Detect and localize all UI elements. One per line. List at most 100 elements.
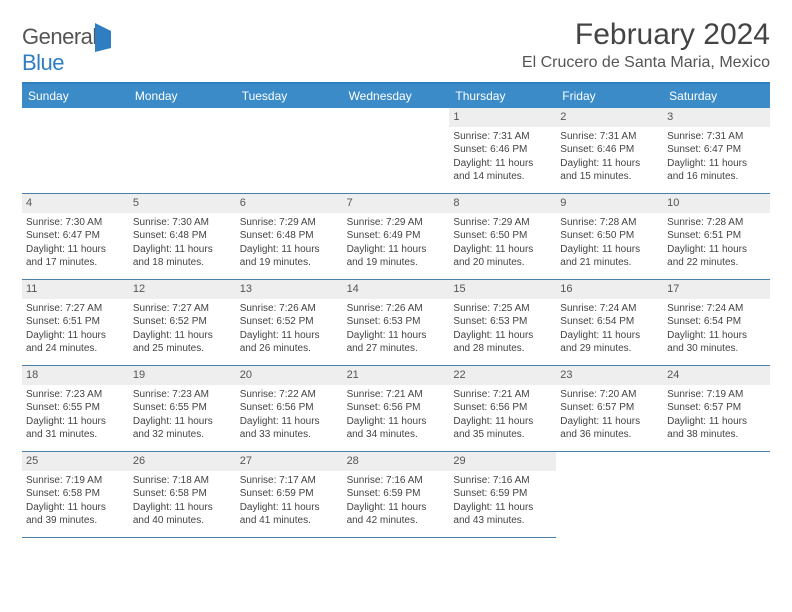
daylight-line-2: and 19 minutes. — [347, 256, 446, 270]
daylight-line-2: and 27 minutes. — [347, 342, 446, 356]
calendar-cell-blank — [343, 108, 450, 194]
sunset-line: Sunset: 6:47 PM — [26, 229, 125, 243]
daylight-line-1: Daylight: 11 hours — [26, 415, 125, 429]
day-number: 9 — [556, 194, 663, 213]
daylight-line-1: Daylight: 11 hours — [667, 243, 766, 257]
daylight-line-1: Daylight: 11 hours — [667, 415, 766, 429]
sunset-line: Sunset: 6:46 PM — [453, 143, 552, 157]
calendar-grid: 1Sunrise: 7:31 AMSunset: 6:46 PMDaylight… — [22, 108, 770, 538]
page-title: February 2024 — [522, 18, 770, 52]
daylight-line-2: and 18 minutes. — [133, 256, 232, 270]
daylight-line-1: Daylight: 11 hours — [347, 415, 446, 429]
sunrise-line: Sunrise: 7:30 AM — [133, 216, 232, 230]
calendar-cell: 29Sunrise: 7:16 AMSunset: 6:59 PMDayligh… — [449, 452, 556, 538]
arrow-icon — [95, 23, 111, 52]
daylight-line-1: Daylight: 11 hours — [240, 415, 339, 429]
calendar-cell-blank — [22, 108, 129, 194]
day-number: 10 — [663, 194, 770, 213]
weekday-label: Monday — [129, 84, 236, 108]
calendar-cell: 12 Sunrise: 7:27 AMSunset: 6:52 PMDayligh… — [129, 280, 236, 366]
calendar-cell: 25Sunrise: 7:19 AMSunset: 6:58 PMDayligh… — [22, 452, 129, 538]
daylight-line-1: Daylight: 11 hours — [453, 243, 552, 257]
sunrise-line: Sunrise: 7:28 AM — [560, 216, 659, 230]
daylight-line-1: Daylight: 11 hours — [667, 329, 766, 343]
daylight-line-1: Daylight: 11 hours — [453, 329, 552, 343]
day-number: 23 — [556, 366, 663, 385]
sunrise-line: Sunrise: 7:22 AM — [240, 388, 339, 402]
header-row: General Blue February 2024 El Crucero de… — [22, 18, 770, 76]
sunset-line: Sunset: 6:53 PM — [347, 315, 446, 329]
sunrise-line: Sunrise: 7:19 AM — [667, 388, 766, 402]
calendar-cell: 8Sunrise: 7:29 AMSunset: 6:50 PMDaylight… — [449, 194, 556, 280]
sunset-line: Sunset: 6:48 PM — [240, 229, 339, 243]
weekday-label: Tuesday — [236, 84, 343, 108]
calendar-cell: 11Sunrise: 7:27 AMSunset: 6:51 PMDayligh… — [22, 280, 129, 366]
location-subtitle: El Crucero de Santa Maria, Mexico — [522, 54, 770, 72]
sunrise-line: Sunrise: 7:31 AM — [453, 130, 552, 144]
day-number: 21 — [343, 366, 450, 385]
daylight-line-1: Daylight: 11 hours — [240, 501, 339, 515]
sunset-line: Sunset: 6:54 PM — [667, 315, 766, 329]
calendar-cell: 20 Sunrise: 7:22 AMSunset: 6:56 PMDayligh… — [236, 366, 343, 452]
brand-part2: Blue — [22, 50, 64, 75]
day-number: 27 — [236, 452, 343, 471]
sunset-line: Sunset: 6:52 PM — [133, 315, 232, 329]
daylight-line-2: and 39 minutes. — [26, 514, 125, 528]
daylight-line-1: Daylight: 11 hours — [560, 415, 659, 429]
day-number: 12 — [129, 280, 236, 299]
sunrise-line: Sunrise: 7:25 AM — [453, 302, 552, 316]
calendar-cell-trailing — [663, 452, 770, 538]
sunrise-line: Sunrise: 7:30 AM — [26, 216, 125, 230]
sunset-line: Sunset: 6:47 PM — [667, 143, 766, 157]
weekday-label: Sunday — [22, 84, 129, 108]
sunset-line: Sunset: 6:56 PM — [453, 401, 552, 415]
day-number: 4 — [22, 194, 129, 213]
calendar-cell: 16Sunrise: 7:24 AMSunset: 6:54 PMDayligh… — [556, 280, 663, 366]
daylight-line-1: Daylight: 11 hours — [133, 501, 232, 515]
sunrise-line: Sunrise: 7:23 AM — [133, 388, 232, 402]
sunrise-line: Sunrise: 7:21 AM — [453, 388, 552, 402]
weekday-label: Saturday — [663, 84, 770, 108]
daylight-line-2: and 28 minutes. — [453, 342, 552, 356]
sunrise-line: Sunrise: 7:31 AM — [667, 130, 766, 144]
sunset-line: Sunset: 6:56 PM — [240, 401, 339, 415]
sunrise-line: Sunrise: 7:21 AM — [347, 388, 446, 402]
day-number: 20 — [236, 366, 343, 385]
sunset-line: Sunset: 6:59 PM — [347, 487, 446, 501]
brand-part1: General — [22, 24, 97, 49]
daylight-line-2: and 31 minutes. — [26, 428, 125, 442]
day-number: 17 — [663, 280, 770, 299]
day-number: 3 — [663, 108, 770, 127]
sunrise-line: Sunrise: 7:20 AM — [560, 388, 659, 402]
calendar-cell: 22Sunrise: 7:21 AMSunset: 6:56 PMDayligh… — [449, 366, 556, 452]
daylight-line-2: and 34 minutes. — [347, 428, 446, 442]
daylight-line-1: Daylight: 11 hours — [240, 329, 339, 343]
calendar-cell: 3Sunrise: 7:31 AMSunset: 6:47 PMDaylight… — [663, 108, 770, 194]
day-number: 2 — [556, 108, 663, 127]
sunrise-line: Sunrise: 7:19 AM — [26, 474, 125, 488]
sunset-line: Sunset: 6:58 PM — [26, 487, 125, 501]
sunset-line: Sunset: 6:53 PM — [453, 315, 552, 329]
day-number: 28 — [343, 452, 450, 471]
calendar-cell: 6Sunrise: 7:29 AMSunset: 6:48 PMDaylight… — [236, 194, 343, 280]
sunset-line: Sunset: 6:52 PM — [240, 315, 339, 329]
daylight-line-1: Daylight: 11 hours — [133, 415, 232, 429]
calendar-cell: 21Sunrise: 7:21 AMSunset: 6:56 PMDayligh… — [343, 366, 450, 452]
weekday-label: Thursday — [449, 84, 556, 108]
daylight-line-2: and 42 minutes. — [347, 514, 446, 528]
daylight-line-2: and 20 minutes. — [453, 256, 552, 270]
daylight-line-1: Daylight: 11 hours — [347, 501, 446, 515]
daylight-line-2: and 19 minutes. — [240, 256, 339, 270]
sunset-line: Sunset: 6:49 PM — [347, 229, 446, 243]
daylight-line-2: and 16 minutes. — [667, 170, 766, 184]
sunrise-line: Sunrise: 7:27 AM — [133, 302, 232, 316]
sunset-line: Sunset: 6:51 PM — [26, 315, 125, 329]
daylight-line-1: Daylight: 11 hours — [133, 329, 232, 343]
calendar-cell: 19 Sunrise: 7:23 AMSunset: 6:55 PMDayligh… — [129, 366, 236, 452]
daylight-line-2: and 15 minutes. — [560, 170, 659, 184]
sunset-line: Sunset: 6:59 PM — [453, 487, 552, 501]
sunset-line: Sunset: 6:55 PM — [133, 401, 232, 415]
day-number: 11 — [22, 280, 129, 299]
day-number: 19 — [129, 366, 236, 385]
calendar-cell: 26Sunrise: 7:18 AMSunset: 6:58 PMDayligh… — [129, 452, 236, 538]
